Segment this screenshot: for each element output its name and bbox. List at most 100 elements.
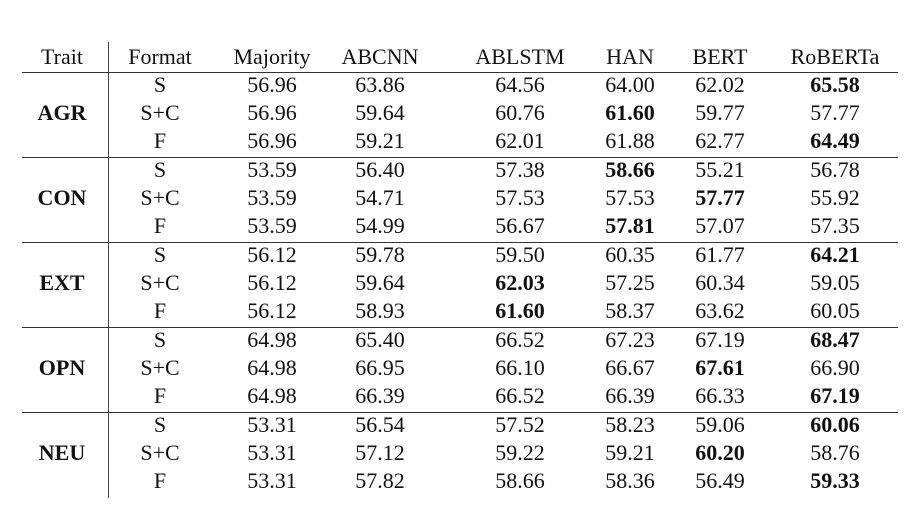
format-cell: S+C	[140, 355, 180, 380]
value-cell: 64.56	[495, 72, 545, 97]
value-cell: 58.66	[495, 468, 545, 493]
trait-label: EXT	[39, 270, 85, 295]
horizontal-rule	[22, 327, 898, 329]
format-cell: S+C	[140, 100, 180, 125]
value-cell: 66.10	[495, 355, 545, 380]
value-cell: 53.31	[247, 412, 297, 437]
value-cell: 59.33	[810, 468, 860, 493]
value-cell: 56.96	[247, 128, 297, 153]
value-cell: 62.02	[695, 72, 745, 97]
value-cell: 67.23	[605, 327, 655, 352]
value-cell: 68.47	[810, 327, 860, 352]
value-cell: 57.77	[810, 100, 860, 125]
value-cell: 61.88	[605, 128, 655, 153]
column-header: Format	[128, 44, 192, 69]
value-cell: 56.12	[247, 270, 297, 295]
format-cell: S+C	[140, 440, 180, 465]
horizontal-rule	[22, 242, 898, 244]
trait-label: AGR	[37, 100, 87, 125]
value-cell: 53.59	[247, 185, 297, 210]
value-cell: 56.12	[247, 242, 297, 267]
value-cell: 61.77	[695, 242, 745, 267]
format-cell: S+C	[140, 270, 180, 295]
value-cell: 61.60	[495, 298, 545, 323]
value-cell: 66.90	[810, 355, 860, 380]
value-cell: 66.39	[355, 383, 405, 408]
value-cell: 67.19	[810, 383, 860, 408]
value-cell: 57.25	[605, 270, 655, 295]
value-cell: 62.01	[495, 128, 545, 153]
format-cell: S	[153, 412, 167, 437]
format-cell: F	[153, 128, 167, 153]
column-header: HAN	[606, 44, 654, 69]
value-cell: 59.78	[355, 242, 405, 267]
value-cell: 58.36	[605, 468, 655, 493]
value-cell: 59.05	[810, 270, 860, 295]
format-cell: S	[153, 327, 167, 352]
trait-label: OPN	[38, 355, 86, 380]
trait-label: NEU	[38, 440, 86, 465]
format-cell: F	[153, 468, 167, 493]
column-divider	[108, 42, 110, 498]
value-cell: 57.82	[355, 468, 405, 493]
column-header: ABLSTM	[475, 44, 565, 69]
value-cell: 61.60	[605, 100, 655, 125]
column-header: ABCNN	[341, 44, 419, 69]
value-cell: 58.76	[810, 440, 860, 465]
value-cell: 57.53	[605, 185, 655, 210]
value-cell: 64.00	[605, 72, 655, 97]
value-cell: 57.53	[495, 185, 545, 210]
value-cell: 55.92	[810, 185, 860, 210]
horizontal-rule	[22, 412, 898, 414]
value-cell: 60.76	[495, 100, 545, 125]
value-cell: 60.34	[695, 270, 745, 295]
value-cell: 57.81	[605, 213, 655, 238]
value-cell: 66.95	[355, 355, 405, 380]
value-cell: 59.64	[355, 270, 405, 295]
value-cell: 66.67	[605, 355, 655, 380]
value-cell: 60.06	[810, 412, 860, 437]
format-cell: S	[153, 157, 167, 182]
value-cell: 60.05	[810, 298, 860, 323]
format-cell: F	[153, 213, 167, 238]
value-cell: 64.21	[810, 242, 860, 267]
value-cell: 56.96	[247, 100, 297, 125]
format-cell: S	[153, 72, 167, 97]
value-cell: 57.12	[355, 440, 405, 465]
value-cell: 53.59	[247, 157, 297, 182]
format-cell: F	[153, 383, 167, 408]
column-header: Trait	[41, 44, 83, 69]
value-cell: 64.49	[810, 128, 860, 153]
horizontal-rule	[22, 72, 898, 74]
value-cell: 59.77	[695, 100, 745, 125]
value-cell: 59.21	[605, 440, 655, 465]
value-cell: 64.98	[247, 355, 297, 380]
value-cell: 54.99	[355, 213, 405, 238]
value-cell: 53.31	[247, 468, 297, 493]
value-cell: 62.03	[495, 270, 545, 295]
value-cell: 66.52	[495, 383, 545, 408]
value-cell: 59.06	[695, 412, 745, 437]
value-cell: 65.58	[810, 72, 860, 97]
value-cell: 60.20	[695, 440, 745, 465]
value-cell: 66.33	[695, 383, 745, 408]
value-cell: 58.37	[605, 298, 655, 323]
column-header: BERT	[692, 44, 748, 69]
value-cell: 57.77	[695, 185, 745, 210]
value-cell: 53.59	[247, 213, 297, 238]
value-cell: 56.67	[495, 213, 545, 238]
value-cell: 62.77	[695, 128, 745, 153]
format-cell: S+C	[140, 185, 180, 210]
value-cell: 66.39	[605, 383, 655, 408]
column-header: RoBERTa	[790, 44, 880, 69]
value-cell: 56.49	[695, 468, 745, 493]
value-cell: 67.19	[695, 327, 745, 352]
trait-label: CON	[37, 185, 87, 210]
value-cell: 57.52	[495, 412, 545, 437]
value-cell: 64.98	[247, 383, 297, 408]
value-cell: 65.40	[355, 327, 405, 352]
column-header: Majority	[233, 44, 311, 69]
horizontal-rule	[22, 157, 898, 159]
value-cell: 58.66	[605, 157, 655, 182]
value-cell: 59.64	[355, 100, 405, 125]
